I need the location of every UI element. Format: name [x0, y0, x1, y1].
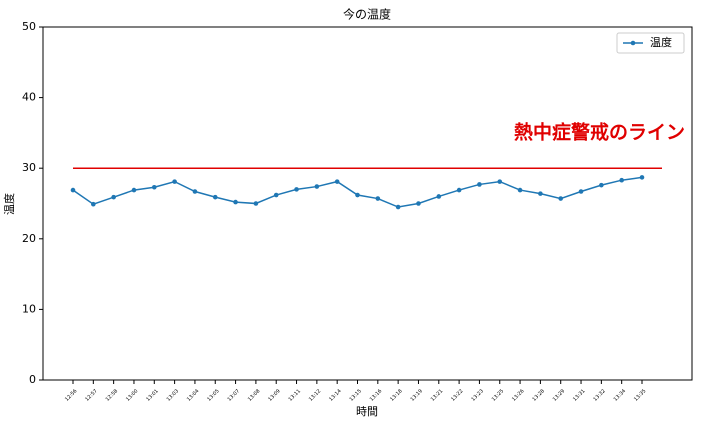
x-tick-label: 13:29 — [552, 388, 566, 402]
x-tick-label: 13:34 — [613, 388, 627, 402]
data-point — [192, 189, 198, 194]
y-tick-label: 40 — [22, 91, 36, 104]
data-point — [639, 175, 645, 180]
data-point — [172, 179, 177, 184]
x-tick-label: 13:26 — [511, 388, 525, 402]
x-tick-label: 13:12 — [308, 388, 322, 402]
data-point — [558, 196, 564, 201]
data-point — [151, 184, 157, 190]
legend-marker — [630, 40, 636, 46]
legend-label: 温度 — [650, 35, 672, 49]
data-point — [233, 199, 238, 205]
data-point — [416, 201, 421, 206]
x-tick-label: 13:35 — [633, 388, 647, 402]
annotation: 熱中症警戒のライン — [514, 121, 685, 144]
data-point — [619, 177, 624, 183]
y-tick-label: 30 — [22, 161, 36, 174]
y-tick-label: 10 — [22, 302, 36, 315]
y-tick-label: 50 — [22, 20, 36, 33]
data-point — [91, 201, 96, 207]
x-tick-label: 12:57 — [84, 388, 98, 402]
x-tick-label: 13:07 — [227, 388, 241, 402]
x-tick-label: 13:23 — [470, 388, 484, 402]
x-tick-label: 13:22 — [450, 388, 464, 402]
data-point — [436, 194, 442, 199]
data-point — [477, 182, 482, 187]
data-point — [212, 194, 218, 200]
x-tick-label: 13:21 — [430, 388, 444, 402]
data-point — [578, 189, 584, 194]
x-tick-label: 13:16 — [369, 388, 383, 402]
data-point — [375, 196, 381, 201]
x-axis-label: 時間 — [356, 405, 378, 418]
x-tick-label: 13:32 — [592, 388, 606, 402]
x-tick-label: 13:28 — [531, 388, 545, 402]
x-tick-label: 13:08 — [247, 388, 261, 402]
plot-frame — [42, 26, 693, 381]
data-point — [314, 184, 320, 189]
x-tick-label: 13:11 — [288, 388, 302, 402]
x-tick-label: 13:09 — [267, 388, 281, 402]
chart-title: 今の温度 — [343, 7, 391, 22]
data-point — [395, 204, 401, 210]
y-axis-label: 温度 — [2, 193, 16, 215]
x-tick-label: 12:56 — [64, 388, 78, 402]
y-tick-label: 20 — [22, 232, 36, 245]
data-point — [70, 187, 76, 193]
x-tick-label: 13:18 — [389, 388, 403, 402]
data-point — [294, 187, 299, 192]
x-tick-label: 13:00 — [125, 388, 139, 402]
y-tick-label: 0 — [29, 373, 36, 386]
data-point — [456, 187, 462, 193]
data-point — [497, 179, 503, 184]
data-point — [538, 191, 543, 196]
x-tick-label: 13:31 — [572, 388, 586, 402]
data-point — [599, 182, 604, 188]
x-tick-label: 12:58 — [105, 388, 119, 402]
x-tick-label: 13:03 — [166, 388, 180, 402]
data-point — [131, 187, 137, 193]
x-tick-label: 13:19 — [409, 388, 423, 402]
x-tick-label: 13:25 — [491, 388, 505, 402]
data-point — [517, 187, 523, 193]
x-tick-label: 13:04 — [186, 388, 200, 402]
legend-box — [616, 32, 685, 54]
x-tick-label: 13:15 — [349, 388, 363, 402]
data-point — [273, 192, 279, 198]
data-point — [355, 192, 360, 198]
x-tick-label: 13:14 — [328, 388, 342, 402]
x-tick-label: 13:01 — [145, 388, 159, 402]
data-point — [253, 201, 259, 206]
data-line — [72, 176, 643, 208]
x-tick-label: 13:05 — [206, 388, 220, 402]
data-point — [111, 194, 116, 200]
data-point — [334, 179, 340, 184]
